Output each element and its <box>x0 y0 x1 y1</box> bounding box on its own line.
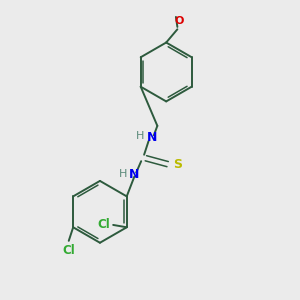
Text: H: H <box>136 131 145 141</box>
Text: O: O <box>174 16 184 26</box>
Text: S: S <box>173 158 182 171</box>
Text: Cl: Cl <box>97 218 110 231</box>
Text: N: N <box>129 168 140 181</box>
Text: N: N <box>147 131 157 144</box>
Text: H: H <box>118 169 127 178</box>
Text: Cl: Cl <box>62 244 75 257</box>
